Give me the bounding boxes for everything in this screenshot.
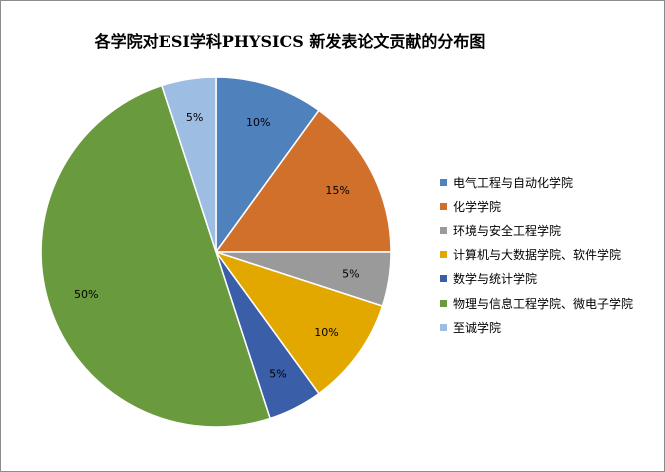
chart-title: 各学院对ESI学科PHYSICS 新发表论文贡献的分布图 bbox=[94, 32, 486, 51]
pie-slice-6 bbox=[40, 84, 272, 428]
slice-data-label: 5% bbox=[342, 267, 359, 280]
legend-label: 计算机与大数据学院、软件学院 bbox=[453, 248, 622, 263]
legend-item: 物理与信息工程学院、微电子学院 bbox=[440, 291, 633, 315]
slice-data-label: 5% bbox=[186, 111, 203, 124]
legend-swatch bbox=[440, 178, 447, 186]
pie-slice-1 bbox=[215, 76, 320, 255]
legend-item: 至诚学院 bbox=[440, 315, 633, 339]
slice-data-label: 5% bbox=[269, 368, 286, 381]
legend-item: 化学学院 bbox=[440, 194, 633, 218]
legend-label: 化学学院 bbox=[453, 199, 502, 214]
pie-slice-4 bbox=[214, 250, 384, 395]
legend-item: 环境与安全工程学院 bbox=[440, 218, 633, 242]
legend-label: 至诚学院 bbox=[453, 320, 502, 335]
legend-item: 数学与统计学院 bbox=[440, 267, 633, 291]
slice-data-label: 50% bbox=[74, 288, 98, 301]
pie-slice-2 bbox=[214, 109, 392, 253]
pie-slice-7 bbox=[160, 76, 217, 253]
legend-label: 数学与统计学院 bbox=[453, 272, 538, 287]
legend-label: 环境与安全工程学院 bbox=[453, 223, 562, 238]
slice-data-label: 10% bbox=[314, 326, 338, 339]
slice-data-label: 10% bbox=[246, 116, 270, 129]
legend-swatch bbox=[440, 275, 447, 283]
legend-item: 电气工程与自动化学院 bbox=[440, 170, 633, 194]
chart-legend: 电气工程与自动化学院 化学学院环境与安全工程学院计算机与大数据学院、软件学院 数学与… bbox=[440, 170, 633, 339]
legend-label: 电气工程与自动化学院 bbox=[453, 175, 574, 190]
legend-label: 物理与信息工程学院、微电子学院 bbox=[453, 296, 634, 311]
legend-item: 计算机与大数据学院、软件学院 bbox=[440, 243, 633, 267]
legend-swatch bbox=[440, 323, 447, 331]
slice-data-label: 15% bbox=[325, 184, 349, 197]
legend-swatch bbox=[440, 202, 447, 210]
legend-swatch bbox=[440, 226, 447, 234]
legend-swatch bbox=[440, 251, 447, 259]
legend-swatch bbox=[440, 299, 447, 307]
